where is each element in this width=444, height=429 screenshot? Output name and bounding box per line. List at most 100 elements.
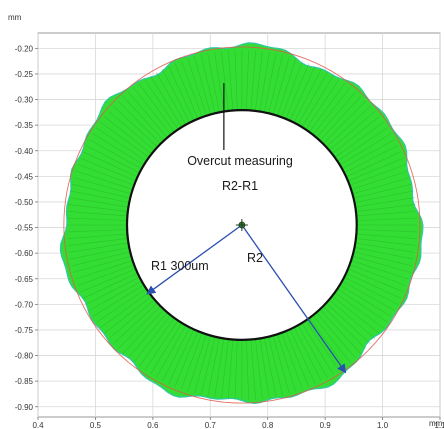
profile-hatch (82, 151, 137, 177)
profile-hatch (346, 151, 401, 177)
y-tick-label: -0.85 (15, 377, 34, 386)
profile-hatch (108, 299, 154, 339)
profile-hatch (329, 299, 376, 339)
profile-hatch (268, 54, 283, 113)
outer-fit-circle (63, 46, 421, 404)
x-tick-label: 1.1 (434, 421, 444, 429)
y-tick-label: -0.45 (15, 172, 34, 181)
r1-label: R1 300um (151, 259, 209, 273)
profile-hatch (221, 51, 229, 110)
profile-hatch (305, 321, 340, 371)
profile-hatch (214, 339, 224, 398)
profile-hatch (281, 60, 303, 117)
profile-hatch (344, 277, 398, 305)
profile-hatch (320, 96, 361, 141)
profile-hatch (156, 325, 186, 378)
y-tick-label: -0.80 (15, 352, 34, 361)
profile-hatch (316, 312, 356, 359)
profile-hatch (356, 204, 416, 212)
profile-hatch (168, 65, 194, 120)
profile-hatch (108, 111, 154, 151)
profile-hatch (302, 323, 334, 375)
profile-hatch (323, 306, 366, 350)
x-tick-label: 0.7 (205, 421, 217, 429)
profile-hatch (194, 336, 211, 394)
profile-hatch (355, 190, 414, 203)
center-marker (235, 219, 248, 231)
profile-hatch (348, 157, 404, 181)
profile-hatch (70, 190, 129, 203)
profile-hatch (357, 217, 417, 221)
profile-hatch (67, 233, 127, 239)
profile-hatch (221, 340, 229, 399)
profile-hatch (181, 333, 203, 390)
y-axis-ticks: -0.20 -0.25 -0.30 -0.35 -0.40 -0.45 -0.50 -0.55… (15, 44, 38, 412)
profile-hatch (207, 53, 220, 112)
profile-hatch (77, 164, 134, 186)
profile-hatch (338, 127, 388, 161)
profile-hatch (355, 247, 414, 260)
profile-hatch (66, 217, 127, 221)
profile-hatch (207, 338, 220, 397)
profile-hatch (92, 133, 144, 165)
profile-hatch (104, 296, 152, 334)
profile-hatch (338, 289, 388, 323)
profile-hatch (113, 105, 158, 147)
profile-hatch (214, 52, 224, 111)
y-tick-label: -0.70 (15, 300, 34, 309)
profile-hatch (285, 331, 310, 387)
profile-hatch (342, 139, 395, 169)
profile-hatch (332, 296, 380, 334)
profile-hatch (150, 75, 182, 127)
profile-hatch (290, 330, 316, 385)
profile-hatch (352, 260, 409, 280)
profile-hatch (138, 318, 175, 367)
profile-hatch (323, 100, 366, 144)
overcut-label-line1: Overcut measuring (187, 154, 293, 168)
profile-hatch (335, 121, 384, 158)
y-tick-label: -0.60 (15, 249, 34, 258)
profile-hatch (73, 256, 131, 273)
profile-hatch (227, 50, 234, 110)
profile-hatch (100, 292, 149, 329)
r1-radius-arrow (146, 224, 243, 295)
profile-hatch (246, 340, 249, 400)
profile-hatch (96, 289, 146, 323)
profile-hatch (117, 306, 161, 350)
profile-hatch (156, 72, 186, 125)
y-tick-label: -0.55 (15, 224, 34, 233)
y-tick-label: -0.40 (15, 147, 34, 156)
y-tick-label: -0.75 (15, 326, 34, 335)
profile-hatch (326, 105, 371, 147)
profile-hatch (234, 340, 238, 400)
profile-hatch (144, 321, 178, 371)
profile-hatch (313, 315, 351, 363)
profile-hatch (264, 338, 277, 397)
profile-hatch (71, 251, 130, 267)
profile-hatch (313, 87, 351, 135)
profile-hatch (122, 309, 164, 354)
profile-hatch (85, 145, 139, 173)
profile-hatch (89, 281, 141, 311)
profile-hatch (255, 51, 263, 110)
profile-hatch (294, 68, 322, 122)
profile-hatch (290, 65, 316, 120)
profile-hatch (350, 164, 407, 186)
profile-hatch (187, 335, 207, 392)
profile-hatch (77, 264, 134, 286)
profile-hatch (133, 315, 171, 363)
y-tick-label: -0.50 (15, 198, 34, 207)
profile-hatch (127, 312, 167, 359)
profile-hatch (100, 121, 149, 158)
profile-hatch (273, 336, 290, 394)
y-unit-label: mm (8, 13, 22, 22)
profile-hatch (332, 116, 380, 154)
profile-hatch (357, 233, 417, 239)
y-tick-label: -0.25 (15, 70, 34, 79)
x-tick-label: 0.5 (90, 421, 102, 429)
y-tick-label: -0.35 (15, 121, 34, 130)
profile-hatch (320, 309, 361, 354)
x-tick-label: 0.8 (262, 421, 274, 429)
profile-hatch (329, 111, 376, 151)
x-tick-label: 0.6 (147, 421, 159, 429)
